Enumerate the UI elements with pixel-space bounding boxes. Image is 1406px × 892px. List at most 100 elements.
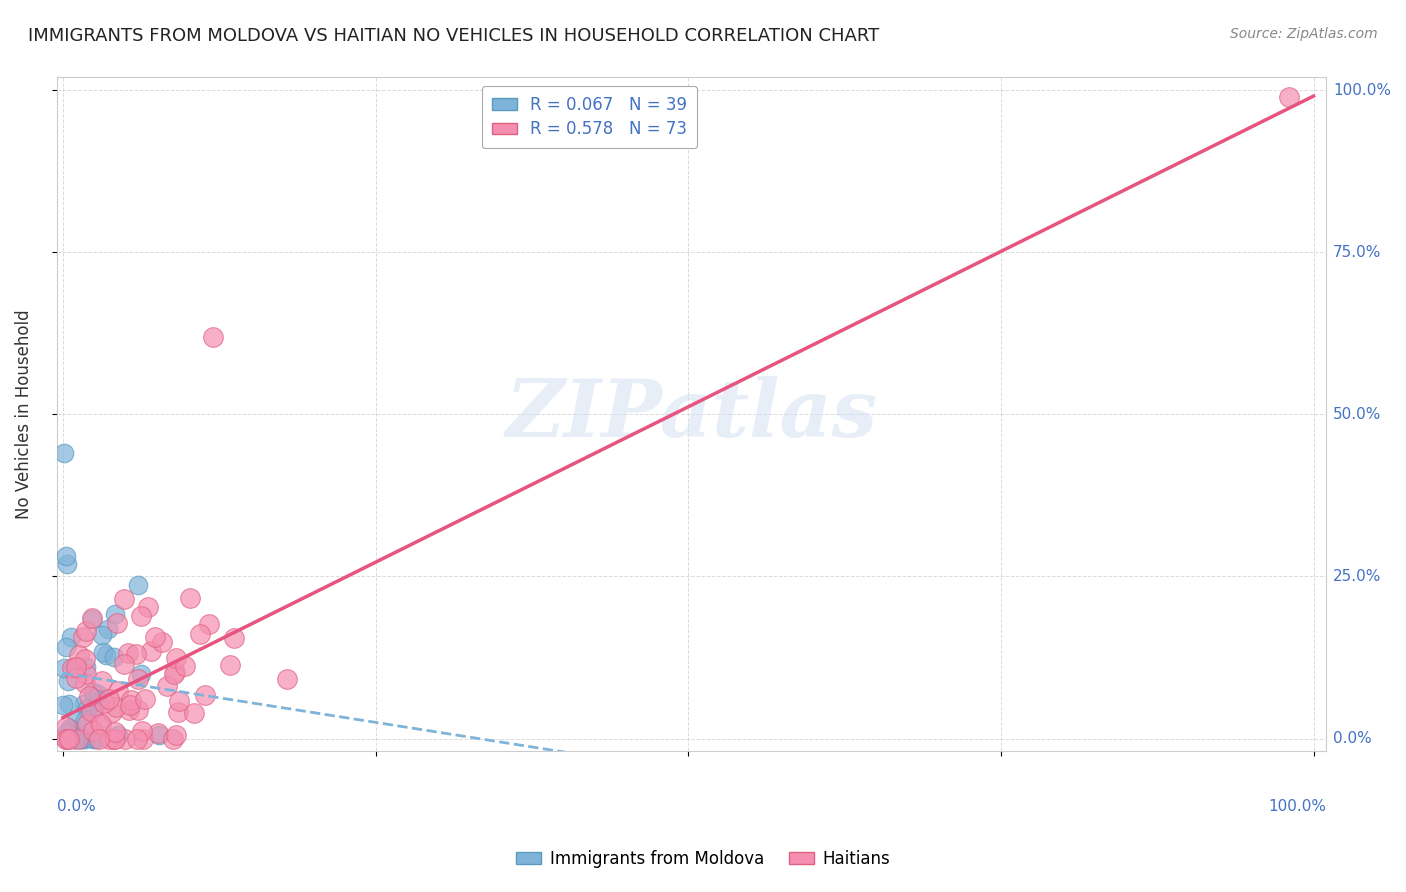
Point <box>72 630 94 644</box>
Point <box>67 648 90 662</box>
Point <box>83 702 105 716</box>
Point <box>103 731 125 746</box>
Point <box>201 329 224 343</box>
Point <box>131 723 153 738</box>
Point <box>179 591 201 606</box>
Point <box>91 628 114 642</box>
Point <box>112 592 135 607</box>
Point <box>136 600 159 615</box>
Point <box>98 692 121 706</box>
Point <box>165 728 187 742</box>
Point <box>66 712 89 726</box>
Point <box>75 660 97 674</box>
Text: IMMIGRANTS FROM MOLDOVA VS HAITIAN NO VEHICLES IN HOUSEHOLD CORRELATION CHART: IMMIGRANTS FROM MOLDOVA VS HAITIAN NO VE… <box>28 27 879 45</box>
Point <box>141 644 163 658</box>
Point <box>112 657 135 672</box>
Point <box>75 652 97 666</box>
Point <box>103 649 125 664</box>
Point <box>148 728 170 742</box>
Point <box>55 549 77 563</box>
Point <box>194 688 217 702</box>
Point <box>91 645 114 659</box>
Point <box>80 611 103 625</box>
Point <box>117 646 139 660</box>
Point <box>55 640 77 655</box>
Point <box>105 616 128 631</box>
Point <box>56 731 79 746</box>
Point <box>129 608 152 623</box>
Point <box>125 731 148 746</box>
Y-axis label: No Vehicles in Household: No Vehicles in Household <box>15 310 32 519</box>
Point <box>87 716 110 731</box>
Point <box>143 630 166 644</box>
Point <box>93 696 115 710</box>
Point <box>73 698 96 712</box>
Point <box>82 724 104 739</box>
Point <box>75 667 97 681</box>
Text: ZIPatlas: ZIPatlas <box>505 376 877 453</box>
Point <box>120 698 142 712</box>
Point <box>276 672 298 686</box>
Point <box>62 731 84 746</box>
Point <box>96 622 118 636</box>
Text: 0.0%: 0.0% <box>56 798 96 814</box>
Point <box>65 660 87 674</box>
Point <box>150 635 173 649</box>
Point <box>70 731 93 746</box>
Point <box>75 731 97 746</box>
Point <box>165 650 187 665</box>
Point <box>163 665 186 679</box>
Point <box>52 698 75 712</box>
Point <box>132 731 155 746</box>
Point <box>87 731 110 746</box>
Point <box>222 631 245 645</box>
Text: 75.0%: 75.0% <box>1333 245 1381 260</box>
Point <box>66 731 89 746</box>
Point <box>166 705 188 719</box>
Text: Source: ZipAtlas.com: Source: ZipAtlas.com <box>1230 27 1378 41</box>
Point <box>183 706 205 720</box>
Point <box>63 731 86 746</box>
Point <box>162 667 184 681</box>
Point <box>55 557 77 571</box>
Point <box>77 690 100 704</box>
Point <box>80 611 103 625</box>
Point <box>156 679 179 693</box>
Point <box>75 624 97 638</box>
Point <box>94 648 117 662</box>
Point <box>69 731 91 746</box>
Point <box>82 731 104 746</box>
Point <box>98 731 121 746</box>
Text: 0.0%: 0.0% <box>1333 731 1372 746</box>
Point <box>59 721 82 735</box>
Point <box>53 446 76 460</box>
Legend: Immigrants from Moldova, Haitians: Immigrants from Moldova, Haitians <box>509 844 897 875</box>
Point <box>146 725 169 739</box>
Point <box>198 616 221 631</box>
Point <box>75 713 97 727</box>
Point <box>73 675 96 690</box>
Point <box>91 673 114 688</box>
Point <box>104 724 127 739</box>
Point <box>55 731 77 746</box>
Point <box>188 627 211 641</box>
Point <box>76 716 98 731</box>
Point <box>63 660 86 674</box>
Point <box>55 720 77 734</box>
Point <box>162 731 184 746</box>
Point <box>218 657 240 672</box>
Point <box>55 731 77 746</box>
Point <box>127 703 149 717</box>
Point <box>118 702 141 716</box>
Point <box>82 685 104 699</box>
Point <box>124 647 146 661</box>
Text: 100.0%: 100.0% <box>1333 83 1391 98</box>
Point <box>129 666 152 681</box>
Point <box>127 672 149 686</box>
Text: 50.0%: 50.0% <box>1333 407 1381 422</box>
Point <box>60 661 83 675</box>
Point <box>65 672 87 686</box>
Point <box>105 700 128 714</box>
Point <box>107 729 129 743</box>
Point <box>103 731 125 746</box>
